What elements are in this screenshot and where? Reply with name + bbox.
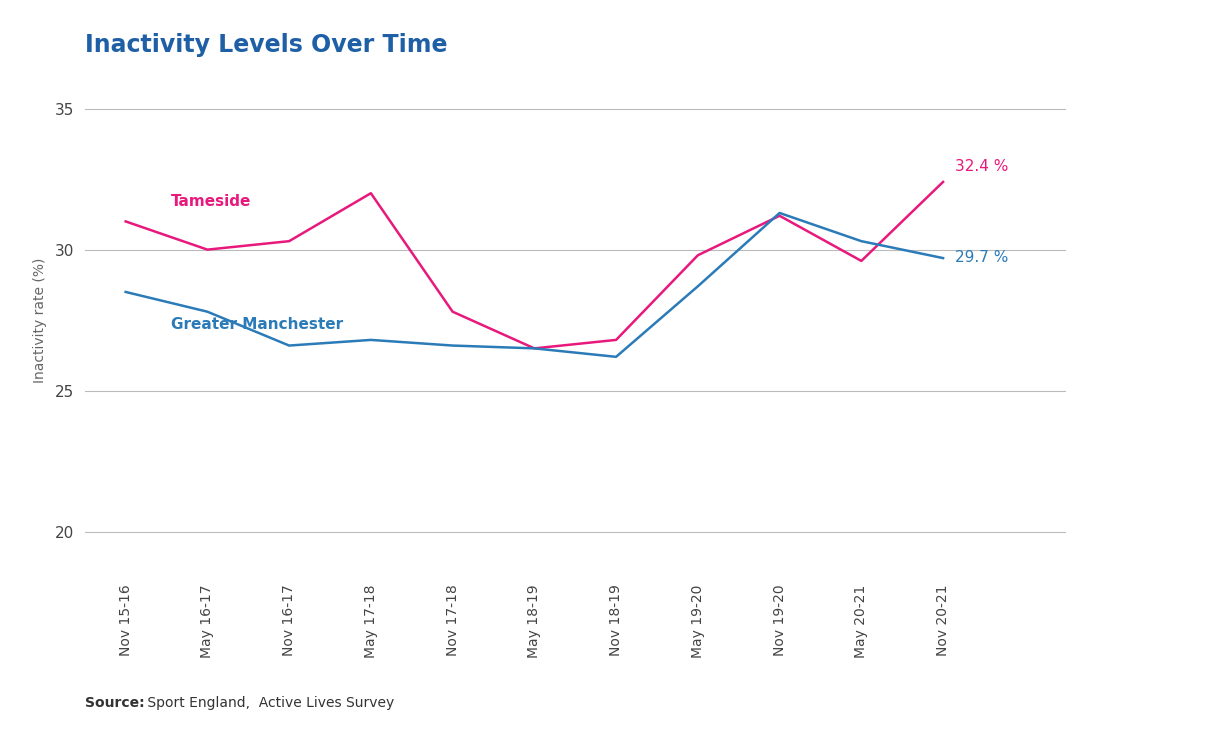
Text: 32.4 %: 32.4 % <box>955 159 1009 174</box>
Text: Tameside: Tameside <box>171 194 251 209</box>
Text: Greater Manchester: Greater Manchester <box>171 316 343 332</box>
Y-axis label: Inactivity rate (%): Inactivity rate (%) <box>33 258 47 383</box>
Text: Sport England,  Active Lives Survey: Sport England, Active Lives Survey <box>143 696 394 710</box>
Text: Inactivity Levels Over Time: Inactivity Levels Over Time <box>85 33 447 57</box>
Text: Source:: Source: <box>85 696 144 710</box>
Text: 29.7 %: 29.7 % <box>955 250 1009 265</box>
